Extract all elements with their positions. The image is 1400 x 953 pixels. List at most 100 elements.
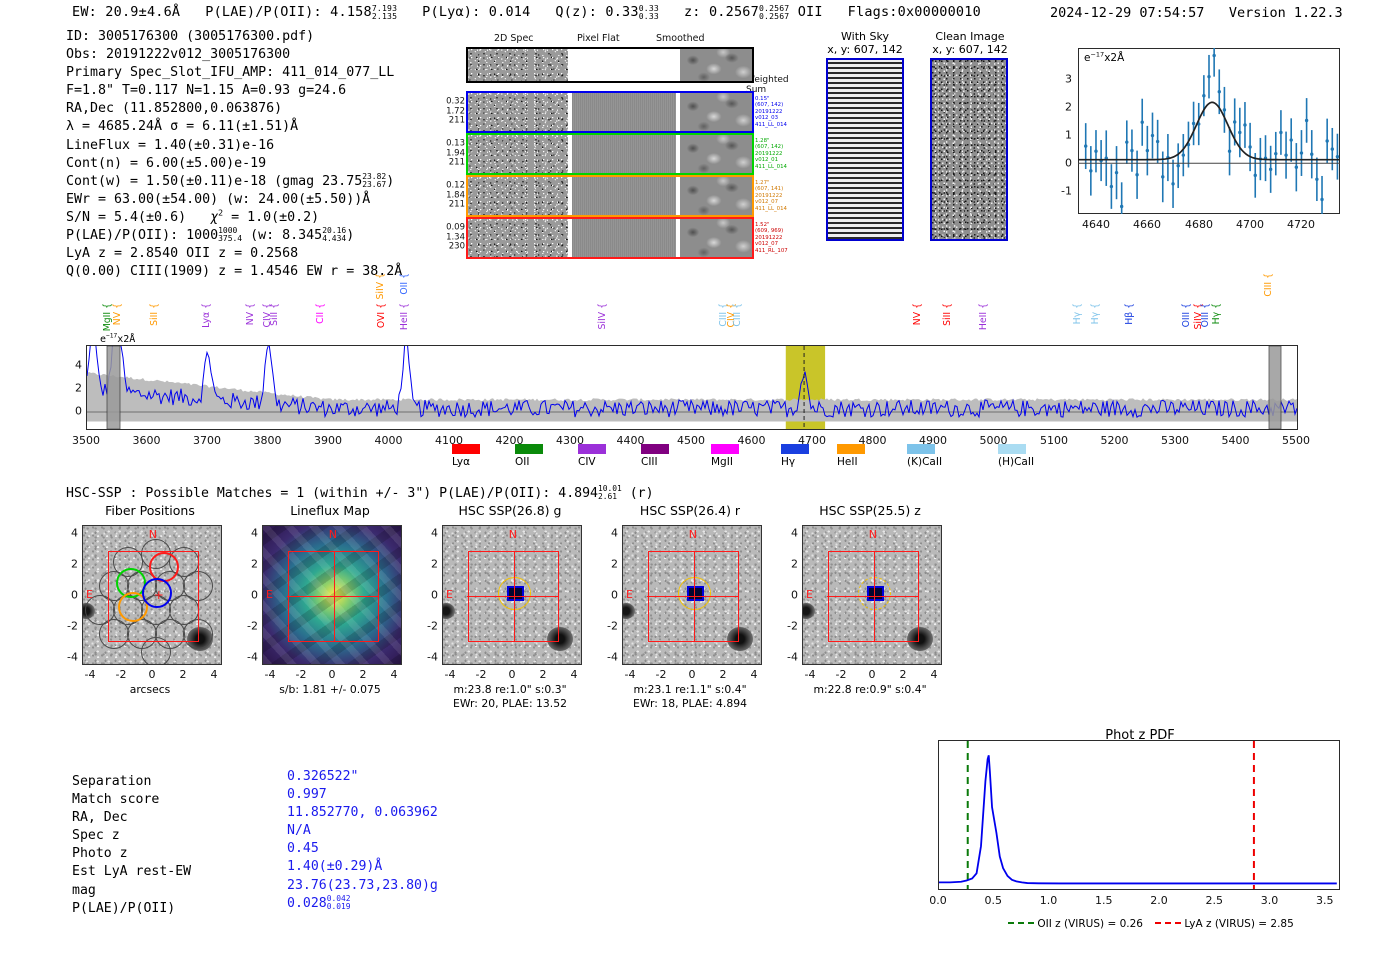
info-ewr: EWr = 63.00(±54.00) (w: 24.00(±5.50))Å	[66, 191, 371, 207]
cutout-xtick: 0	[868, 668, 876, 681]
sp-xtick: 5300	[1161, 434, 1189, 447]
header-timestamp-version: 2024-12-29 07:54:57 Version 1.22.3	[1050, 5, 1343, 21]
info-classification: Q(0.00) CIII(1909) z = 1.4546 EW r = 38.…	[66, 264, 403, 280]
cutout-ytick: 0	[431, 588, 438, 602]
seg-smoothed	[680, 93, 752, 131]
cutout-xtick: -2	[835, 668, 847, 681]
match-key: Match score	[72, 792, 160, 808]
seg-pixelflat	[572, 135, 676, 173]
spectrum-line-label: HeII {	[398, 303, 410, 331]
photz-xtick: 2.5	[1205, 894, 1223, 907]
sp-xtick: 5500	[1282, 434, 1310, 447]
photz-xtick: 1.0	[1039, 894, 1058, 907]
cutout-xtick: 0	[148, 668, 156, 681]
neighbor-source	[906, 626, 933, 651]
montage-row: 0.32 1.72 211 0.15" (607, 142) 20191222 v012_…	[446, 91, 787, 133]
sp-xtick: 4300	[556, 434, 584, 447]
sp-ytick: 4	[75, 358, 82, 372]
lp-ytick: 1	[1065, 128, 1072, 142]
match-value: N/A	[287, 823, 311, 839]
sp-xtick: 4100	[435, 434, 463, 447]
clean-image-cutout	[930, 58, 1008, 241]
cutout-title: Fiber Positions	[105, 503, 195, 518]
legend-swatch	[515, 444, 543, 454]
sp-xtick: 5400	[1221, 434, 1250, 447]
line-profile-svg	[1078, 48, 1340, 214]
legend-swatch	[452, 444, 480, 454]
stamp-title-with-sky: With Sky x, y: 607, 142	[827, 30, 903, 56]
spectrum-legend-item: (K)CaII	[907, 444, 942, 468]
edge-source	[803, 603, 815, 619]
seg-2dspec	[468, 93, 568, 131]
cutout-ytick: 2	[791, 557, 798, 571]
crosshair-vertical	[693, 551, 696, 643]
cutout-title: HSC SSP(26.4) r	[639, 503, 741, 518]
montage-col-pixelflat: Pixel Flat	[577, 33, 620, 44]
cutout-ytick: -4	[787, 650, 798, 664]
photz-xtick: 2.0	[1150, 894, 1168, 907]
cutout-ytick: 0	[251, 588, 258, 602]
info-wavelength: λ = 4685.24Å σ = 6.11(±1.51)Å	[66, 119, 299, 135]
info-gmag-frac: 23.82 23.67	[362, 171, 387, 189]
spectrum-line-label: SiIV {	[597, 303, 609, 330]
cutout-image[interactable]: + N E	[82, 525, 222, 665]
compass-east: E	[446, 587, 453, 601]
photz-pdf-title: Phot z PDF	[1105, 728, 1175, 743]
cutout-ytick: -4	[427, 650, 438, 664]
header-plae-frac: 7.193 2.135	[371, 3, 398, 22]
montage-row-left-stats: 0.09 1.34 230	[446, 222, 465, 252]
with-sky-cutout	[826, 58, 904, 241]
match-value: 0.45	[287, 841, 319, 857]
montage-row-weighted-sum	[466, 47, 754, 83]
compass-north: N	[148, 528, 158, 541]
fiber-circle-highlighted	[142, 578, 173, 609]
info-seeing: F=1.8" T=0.117 N=1.15 A=0.93 g=24.6	[66, 83, 347, 99]
compass-east: E	[626, 587, 633, 601]
spectrum-line-label: OII {	[399, 273, 411, 295]
sp-xtick: 4500	[677, 434, 705, 447]
lp-xtick: 4720	[1287, 218, 1315, 231]
cutout-title: Lineflux Map	[290, 503, 370, 518]
spectrum-svg	[87, 346, 1297, 429]
cutout-xtick: 0	[328, 668, 336, 681]
spectrum-line-label: Hγ {	[1211, 303, 1223, 325]
compass-north: N	[508, 528, 518, 541]
crosshair-horizontal	[826, 596, 920, 598]
crosshair-horizontal	[286, 596, 380, 598]
seg-pixelflat	[572, 177, 676, 215]
cutout-ytick: 0	[611, 588, 618, 602]
crosshair-horizontal	[466, 596, 560, 598]
sp-xtick: 4700	[798, 434, 826, 447]
cutout-xtick: 4	[930, 668, 938, 681]
spectrum-line-label: SiIV {	[375, 273, 387, 300]
spectrum-line-label: SiII {	[269, 303, 281, 326]
cutout-xtick: 4	[210, 668, 218, 681]
spectrum-line-label: Hβ {	[1123, 303, 1135, 325]
spectrum-legend-item: CIV	[578, 444, 611, 468]
photz-xtick: 0.5	[984, 894, 1002, 907]
cutout-ytick: -2	[607, 619, 618, 633]
spectrum-legend-item: HeII	[837, 444, 870, 468]
cutout-ytick: 2	[71, 557, 78, 571]
line-profile-units: e−17x2Å	[1084, 50, 1125, 64]
photz-legend-lya: LyA z (VIRUS) = 2.85	[1155, 918, 1294, 930]
header-plae-label: P(LAE)/P(OII): 4.158	[205, 4, 372, 21]
seg-smoothed	[680, 177, 752, 215]
lp-ytick: 2	[1065, 100, 1072, 114]
seg-pixelflat	[568, 49, 676, 81]
spectrum-line-label: NV {	[112, 303, 124, 326]
edge-source	[623, 603, 635, 619]
sp-xtick: 3500	[72, 434, 100, 447]
seg-pixelflat	[572, 219, 676, 257]
seg-pixelflat	[572, 93, 676, 131]
header-z-label: z: 0.2567	[683, 4, 759, 21]
spectrum-line-label: HeII {	[978, 303, 990, 331]
sp-xtick: 5200	[1100, 434, 1129, 447]
cutout-xtick: -4	[804, 668, 816, 681]
match-key: mag	[72, 882, 96, 898]
cutout-ytick: 2	[611, 557, 618, 571]
